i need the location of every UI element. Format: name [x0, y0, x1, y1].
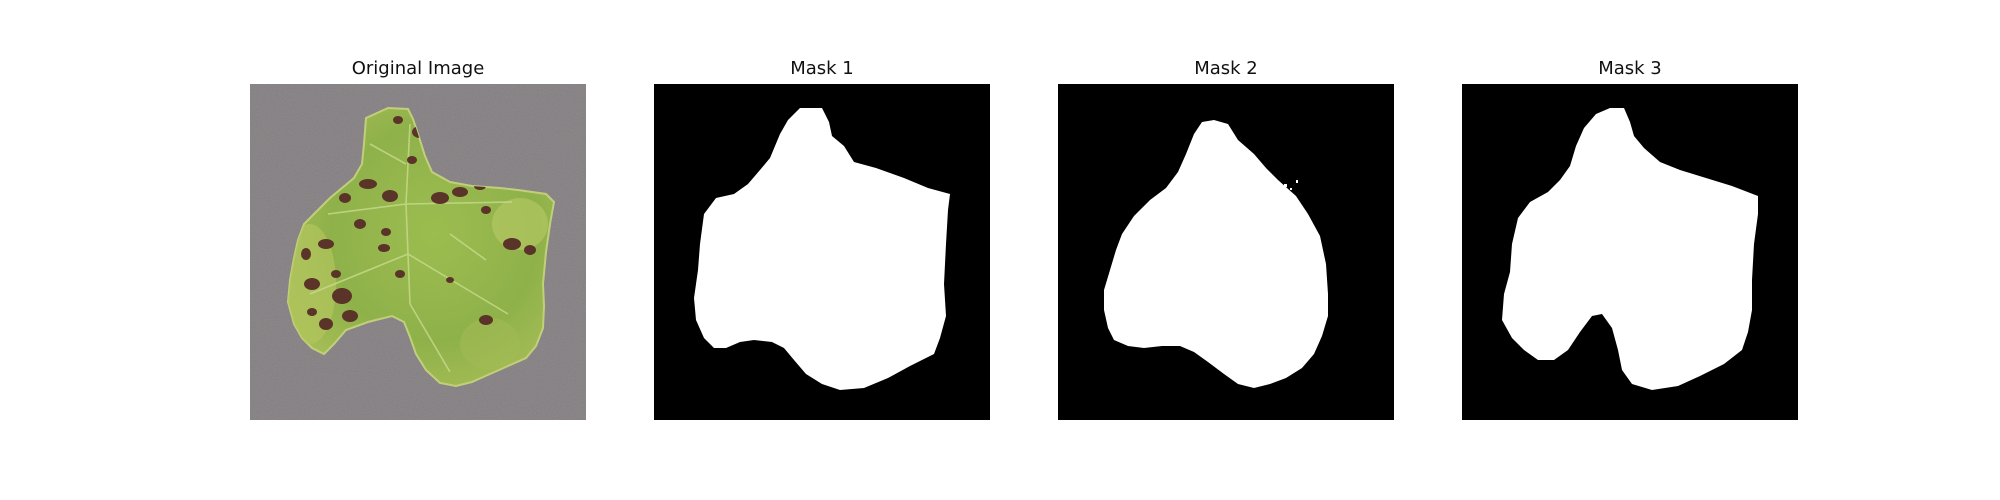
original-leaf-photo — [250, 84, 586, 420]
lesion-spots — [301, 116, 536, 382]
panel-original-image: Original Image — [250, 0, 586, 500]
mask-region — [694, 108, 950, 390]
leaf — [286, 106, 556, 388]
panel-title: Mask 3 — [1598, 58, 1662, 79]
panel-title: Mask 2 — [1194, 58, 1258, 79]
mask-2-image — [1058, 84, 1394, 420]
panel-mask-3: Mask 3 — [1462, 0, 1798, 500]
mask-region — [1502, 108, 1758, 390]
mask-noise-specks — [1268, 180, 1298, 196]
mask-1-image — [654, 84, 990, 420]
mask-3-image — [1462, 84, 1798, 420]
panel-title: Original Image — [351, 58, 485, 79]
panel-title: Mask 1 — [790, 58, 854, 79]
mask-region — [1104, 120, 1328, 388]
panel-mask-2: Mask 2 — [1058, 0, 1394, 500]
panel-mask-1: Mask 1 — [654, 0, 990, 500]
